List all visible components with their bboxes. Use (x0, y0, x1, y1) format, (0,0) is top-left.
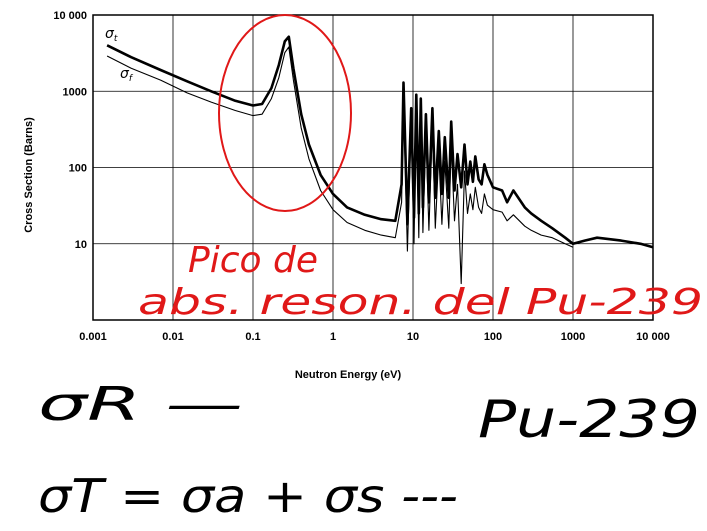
series-line-sigma-t (106, 35, 654, 249)
series-lines (106, 35, 654, 285)
y-axis-label: Cross Section (Barns) (23, 117, 35, 233)
x-tick-label: 10 000 (636, 331, 670, 343)
x-tick-label: 100 (484, 331, 502, 343)
x-tick-label: 0.1 (245, 331, 260, 343)
annotation-line-2: abs. reson. del Pu-239 (138, 282, 703, 323)
y-tick-label: 1000 (63, 86, 87, 98)
grid-lines (92, 14, 654, 320)
note-sigma-r: σR — (38, 377, 243, 431)
x-tick-label: 1000 (561, 331, 585, 343)
plot-area (92, 14, 654, 321)
x-tick-label: 10 (407, 331, 419, 343)
x-tick-label: 0.01 (162, 331, 183, 343)
series-line-sigma-f (106, 46, 574, 285)
x-tick-label: 1 (330, 331, 336, 343)
y-tick-label: 10 (75, 239, 87, 251)
annotation-line-1: Pico de (188, 240, 318, 281)
resonance-circle (218, 14, 352, 212)
y-tick-label: 100 (69, 163, 87, 175)
note-isotope: Pu-239 (478, 390, 700, 450)
legend-sigma-t: σt (105, 26, 118, 44)
x-axis-label: Neutron Energy (eV) (295, 369, 402, 381)
y-tick-labels: 10 100 1000 10 000 (53, 10, 87, 251)
x-tick-labels: 0.001 0.01 0.1 1 10 100 1000 10 000 (79, 331, 670, 343)
x-tick-label: 0.001 (79, 331, 107, 343)
y-tick-label: 10 000 (53, 10, 87, 22)
note-sigma-t-equation: σT = σa + σs --- (38, 469, 458, 523)
